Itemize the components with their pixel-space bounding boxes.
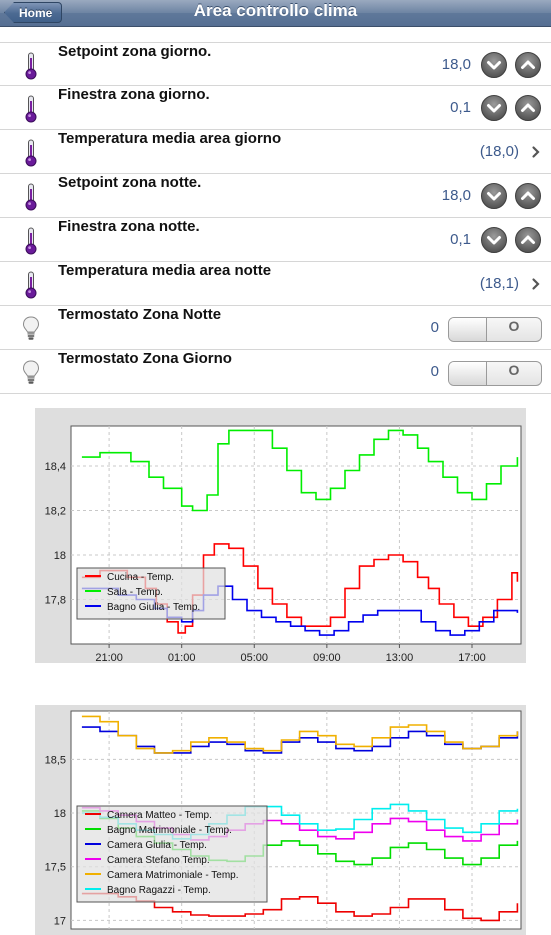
row-label: Termostato Zona Giorno	[58, 350, 232, 367]
thermometer-icon	[22, 52, 40, 80]
home-button[interactable]: Home	[4, 2, 63, 23]
decrease-button[interactable]	[481, 95, 507, 121]
increase-button[interactable]	[515, 183, 541, 209]
thermometer-icon	[22, 95, 40, 123]
x-tick-label: 01:00	[168, 652, 196, 663]
top-toolbar: Area controllo clima Home	[0, 0, 551, 27]
increase-button[interactable]	[515, 95, 541, 121]
legend-label: Cucina - Temp.	[107, 572, 174, 583]
page-title: Area controllo clima	[193, 1, 358, 20]
x-tick-label: 13:00	[386, 652, 414, 663]
row-value: (18,1)	[479, 275, 519, 292]
row-label: Finestra zona giorno.	[58, 86, 210, 103]
legend-box	[76, 567, 226, 620]
toggle-state-label: O	[508, 362, 520, 378]
chevron-right-icon	[531, 277, 541, 291]
series-line	[81, 715, 519, 754]
row-label: Temperatura media area giorno	[58, 130, 282, 147]
list-row: Termostato Zona Notte 0 O	[0, 306, 551, 350]
row-value: 0,1	[450, 99, 471, 116]
legend-label: Camera Stefano Temp.	[107, 855, 210, 866]
x-tick-label: 05:00	[241, 652, 269, 663]
toggle-knob	[449, 318, 487, 341]
series-line	[81, 892, 519, 922]
chevron-right-icon	[531, 145, 541, 159]
row-value: (18,0)	[479, 143, 519, 160]
lightbulb-icon	[22, 359, 40, 387]
y-tick-label: 18	[54, 808, 66, 820]
y-tick-label: 18,2	[45, 506, 66, 518]
x-tick-label: 21:00	[95, 652, 123, 663]
increase-button[interactable]	[515, 52, 541, 78]
list-row: Setpoint zona notte. 18,0	[0, 174, 551, 218]
legend-label: Camera Giulia - Temp.	[107, 840, 207, 851]
legend-label: Bagno Giulia - Temp.	[107, 602, 200, 613]
chart-night-zone-svg: 18,5 18 17,5 17 Camera Matteo - Temp. Bagno M…	[45, 710, 522, 930]
toggle-switch[interactable]: O	[448, 317, 542, 342]
legend-label: Sala - Temp.	[107, 587, 163, 598]
x-tick-label: 17:00	[458, 652, 486, 663]
y-tick-label: 18,4	[45, 461, 66, 473]
lightbulb-icon	[22, 315, 40, 343]
row-label: Finestra zona notte.	[58, 218, 200, 235]
toggle-switch[interactable]: O	[448, 361, 542, 386]
row-value: 18,0	[441, 56, 471, 73]
row-value: 18,0	[441, 187, 471, 204]
thermometer-icon	[22, 227, 40, 255]
legend-label: Camera Matrimoniale - Temp.	[107, 870, 239, 881]
thermometer-icon	[22, 271, 40, 299]
list-row: Finestra zona notte. 0,1	[0, 218, 551, 262]
y-tick-label: 18	[54, 550, 66, 562]
row-label: Temperatura media area notte	[58, 262, 272, 279]
chart-day-zone-svg: 18,4 18,2 18 17,8 21:00 01:00 05:00 09:00 13:00 1…	[45, 425, 522, 664]
legend-box	[76, 805, 268, 903]
list-row[interactable]: Temperatura media area notte (18,1)	[0, 262, 551, 306]
list-row: Setpoint zona giorno. 18,0	[0, 42, 551, 86]
y-tick-label: 17,5	[45, 862, 66, 874]
list-row: Termostato Zona Giorno 0 O	[0, 350, 551, 394]
list-row: Finestra zona giorno. 0,1	[0, 86, 551, 130]
row-label: Setpoint zona giorno.	[58, 43, 212, 60]
thermometer-icon	[22, 183, 40, 211]
chart-day-zone: 18,4 18,2 18 17,8 21:00 01:00 05:00 09:00 13:00 1…	[35, 408, 526, 664]
row-value: 0	[430, 363, 439, 380]
decrease-button[interactable]	[481, 52, 507, 78]
toggle-state-label: O	[508, 318, 520, 334]
y-tick-label: 17,8	[45, 595, 66, 607]
list-row[interactable]: Temperatura media area giorno (18,0)	[0, 130, 551, 174]
x-tick-label: 09:00	[313, 652, 341, 663]
y-tick-label: 17	[54, 915, 66, 927]
y-tick-label: 18,5	[45, 754, 66, 766]
series-line	[81, 429, 519, 512]
row-value: 0,1	[450, 231, 471, 248]
increase-button[interactable]	[515, 227, 541, 253]
chart-night-zone: 18,5 18 17,5 17 Camera Matteo - Temp. Bagno M…	[35, 705, 526, 935]
legend-label: Camera Matteo - Temp.	[107, 810, 212, 821]
decrease-button[interactable]	[481, 227, 507, 253]
toggle-knob	[449, 362, 487, 385]
thermometer-icon	[22, 139, 40, 167]
settings-list: Setpoint zona giorno. 18,0 Finestra zona g…	[0, 42, 551, 394]
row-label: Termostato Zona Notte	[58, 306, 222, 323]
row-label: Setpoint zona notte.	[58, 174, 202, 191]
legend-label: Bagno Matrimoniale - Temp.	[107, 825, 232, 836]
decrease-button[interactable]	[481, 183, 507, 209]
row-value: 0	[430, 319, 439, 336]
legend-label: Bagno Ragazzi - Temp.	[107, 885, 211, 896]
